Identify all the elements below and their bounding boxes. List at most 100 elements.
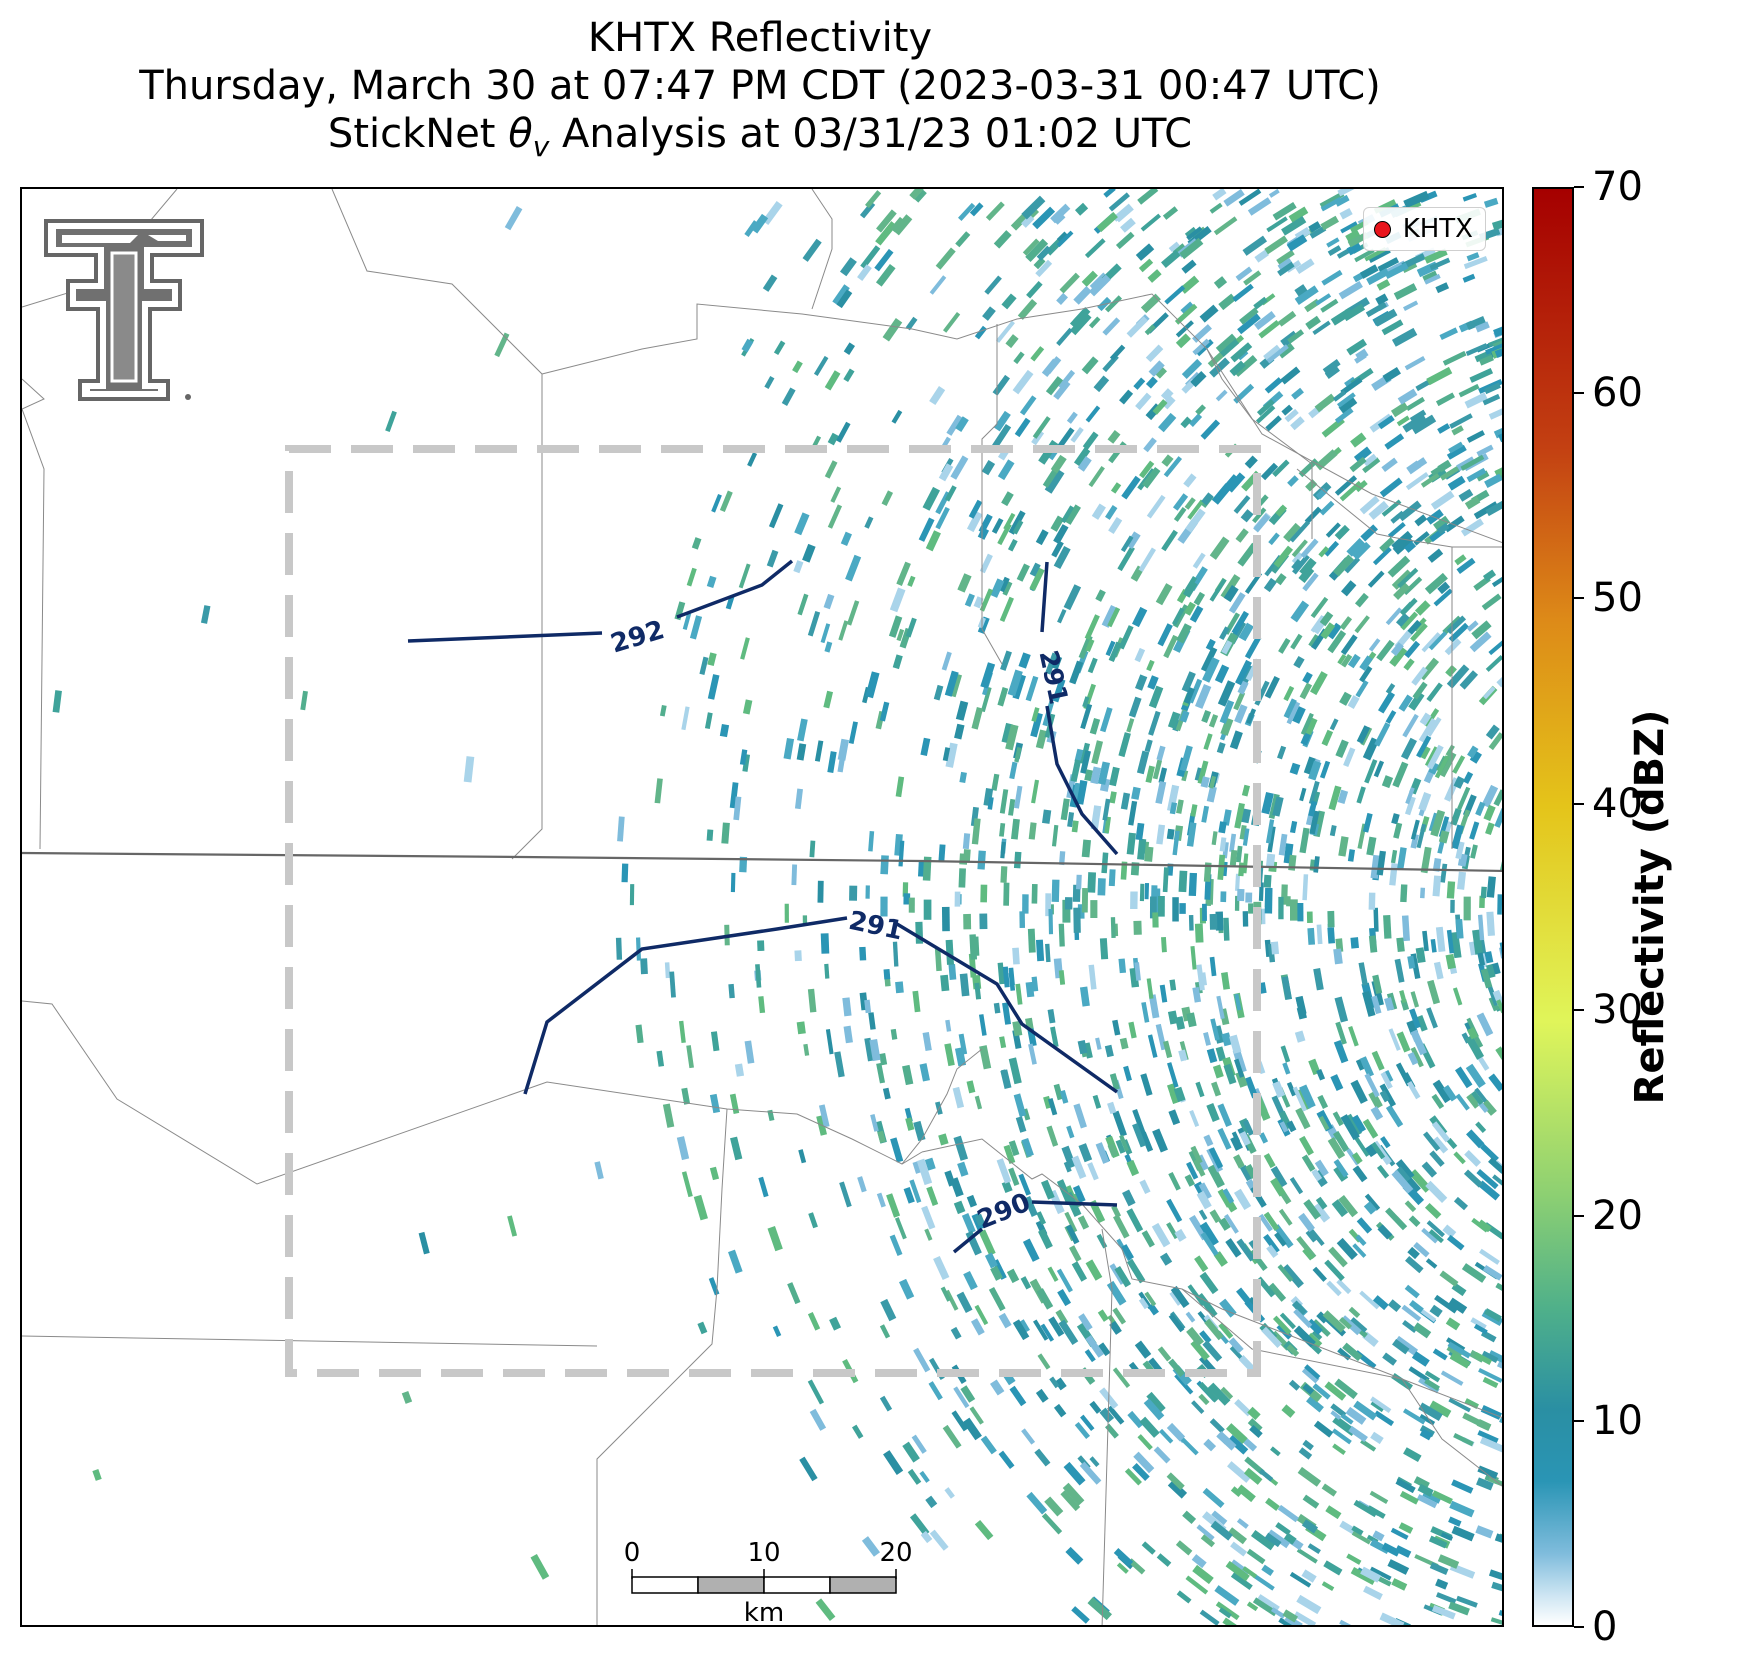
reflectivity-gate: [1218, 1607, 1232, 1619]
reflectivity-gate: [875, 263, 896, 287]
reflectivity-gate: [1132, 1123, 1147, 1148]
reflectivity-gate: [1486, 876, 1496, 898]
reflectivity-gate: [1126, 1208, 1144, 1233]
reflectivity-gate: [836, 289, 853, 309]
reflectivity-gate: [1041, 1512, 1063, 1535]
reflectivity-gate: [1291, 387, 1304, 400]
reflectivity-gate: [1464, 1398, 1479, 1410]
reflectivity-gate: [1432, 1136, 1449, 1154]
reflectivity-gate: [1180, 416, 1192, 429]
reflectivity-gate: [1216, 1431, 1237, 1451]
reflectivity-gate: [1345, 1406, 1367, 1425]
reflectivity-gate: [1363, 1585, 1383, 1601]
reflectivity-gate: [787, 1282, 801, 1305]
reflectivity-gate: [1320, 197, 1342, 212]
reflectivity-gate: [1137, 838, 1147, 860]
reflectivity-gate: [1348, 1425, 1368, 1443]
reflectivity-gate: [1113, 1214, 1130, 1239]
reflectivity-gate: [1223, 189, 1245, 207]
reflectivity-gate: [1437, 423, 1451, 434]
reflectivity-gate: [802, 238, 822, 262]
reflectivity-gate: [1119, 1037, 1129, 1050]
reflectivity-gate: [1297, 1466, 1322, 1487]
reflectivity-gate: [1448, 441, 1464, 454]
reflectivity-gate: [1263, 1233, 1280, 1254]
reflectivity-gate: [1368, 935, 1378, 953]
reflectivity-gate: [1342, 303, 1366, 322]
reflectivity-gate: [758, 1176, 769, 1198]
reflectivity-gate: [1466, 1027, 1479, 1040]
reflectivity-gate: [1177, 1434, 1199, 1456]
reflectivity-gate: [876, 1192, 886, 1208]
reflectivity-gate: [1354, 1136, 1370, 1157]
reflectivity-gate: [1252, 1573, 1275, 1591]
reflectivity-gate: [1112, 1110, 1127, 1137]
reflectivity-gate: [1207, 1164, 1225, 1189]
reflectivity-gate: [1139, 1416, 1160, 1438]
reflectivity-gate: [1037, 1353, 1051, 1370]
reflectivity-gate: [1394, 1166, 1411, 1184]
reflectivity-gate: [1360, 1439, 1377, 1452]
reflectivity-gate: [1128, 696, 1142, 718]
reflectivity-gate: [869, 1039, 881, 1062]
reflectivity-gate: [984, 1252, 998, 1269]
reflectivity-gate: [1455, 1066, 1473, 1089]
reflectivity-gate: [827, 751, 837, 773]
reflectivity-gate: [913, 1347, 931, 1373]
reflectivity-gate: [1252, 1597, 1278, 1617]
reflectivity-gate: [1401, 253, 1426, 270]
reflectivity-gate: [1309, 225, 1327, 239]
title-radar: KHTX Reflectivity: [587, 15, 933, 61]
reflectivity-gate: [836, 421, 851, 443]
reflectivity-gate: [1313, 1420, 1334, 1438]
reflectivity-gate: [1362, 990, 1376, 1017]
reflectivity-gate: [1406, 460, 1422, 475]
reflectivity-gate: [504, 206, 523, 231]
reflectivity-gate: [955, 416, 969, 432]
reflectivity-gate: [1478, 354, 1494, 366]
reflectivity-gate: [1258, 1132, 1269, 1144]
reflectivity-gate: [1352, 1243, 1367, 1258]
reflectivity-gate: [1134, 962, 1141, 981]
reflectivity-gate: [617, 816, 625, 842]
reflectivity-gate: [741, 338, 754, 353]
reflectivity-gate: [1299, 827, 1310, 854]
reflectivity-gate: [1235, 845, 1243, 863]
reflectivity-gate: [1081, 270, 1098, 287]
reflectivity-gate: [1190, 1145, 1203, 1164]
reflectivity-gate: [1404, 1284, 1420, 1299]
reflectivity-gate: [876, 209, 897, 233]
reflectivity-gate: [1440, 1532, 1454, 1541]
reflectivity-gate: [1030, 346, 1045, 362]
reflectivity-gate: [1261, 791, 1274, 815]
reflectivity-gate: [1424, 708, 1440, 728]
reflectivity-gate: [990, 1265, 1003, 1281]
reflectivity-gate: [1479, 895, 1485, 908]
reflectivity-gate: [1237, 680, 1249, 695]
reflectivity-gate: [1465, 343, 1488, 357]
reflectivity-gate: [991, 517, 1004, 534]
reflectivity-gate: [1270, 941, 1280, 955]
reflectivity-gate: [1417, 1483, 1434, 1497]
reflectivity-gate: [1084, 614, 1100, 640]
reflectivity-gate: [1220, 574, 1241, 600]
reflectivity-gate: [1273, 545, 1294, 568]
reflectivity-gate: [1354, 615, 1370, 634]
reflectivity-gate: [1167, 1010, 1179, 1025]
reflectivity-gate: [1241, 784, 1250, 797]
reflectivity-gate: [1035, 529, 1049, 546]
map-panel[interactable]: 292 291 291 290 0 10 20 km KHTX: [20, 187, 1504, 1627]
reflectivity-gate: [797, 593, 809, 616]
reflectivity-gate: [820, 933, 830, 954]
reflectivity-gate: [1168, 241, 1180, 253]
reflectivity-gate: [1307, 927, 1316, 945]
reflectivity-gate: [767, 1226, 783, 1252]
reflectivity-gate: [1212, 189, 1227, 201]
reflectivity-gate: [1332, 390, 1347, 402]
reflectivity-gate: [1306, 1318, 1323, 1335]
reflectivity-gate: [895, 981, 904, 994]
reflectivity-gate: [1476, 1012, 1494, 1037]
reflectivity-gate: [1454, 554, 1467, 566]
reflectivity-gate: [1198, 1381, 1219, 1403]
reflectivity-gate: [922, 486, 941, 511]
